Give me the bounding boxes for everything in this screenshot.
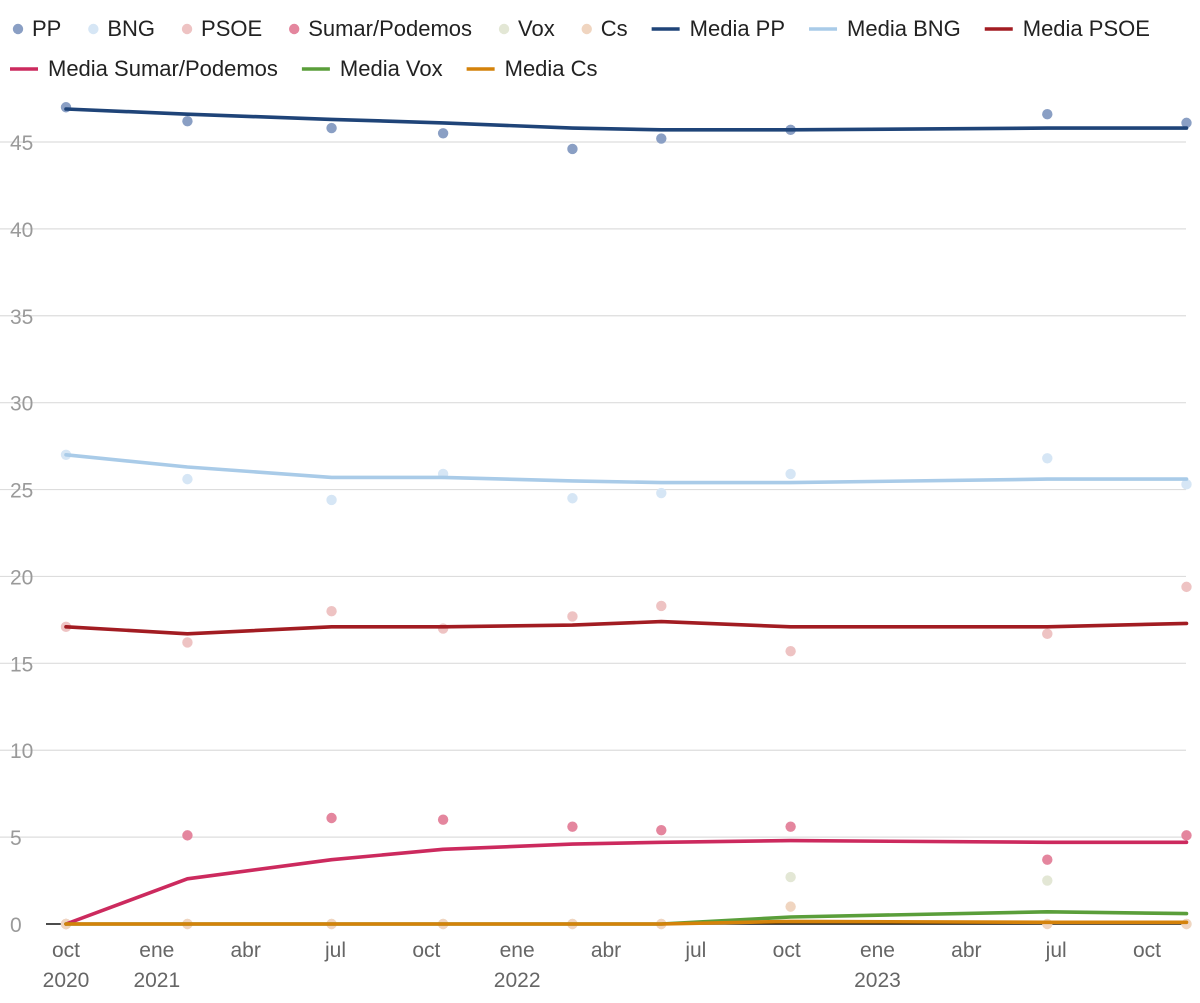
legend-item-pp[interactable]: PP [12, 16, 62, 41]
line-media-pp [64, 107, 1189, 132]
legend-item-psoe[interactable]: PSOE [181, 16, 262, 41]
x-tick-label: abr [951, 939, 981, 962]
line-media-psoe [64, 619, 1189, 636]
x-tick-year-label: 2022 [494, 969, 541, 992]
point-sumar-podemos [326, 812, 337, 824]
x-tick-label: ene [860, 939, 895, 962]
point-psoe [567, 611, 578, 622]
x-tick-label: jul [324, 939, 346, 962]
legend-label: PP [32, 16, 61, 41]
point-cs [785, 901, 796, 912]
line-media-sumar-podemos [64, 838, 1189, 926]
y-tick-label: 40 [10, 219, 33, 242]
x-tick-label: jul [684, 939, 706, 962]
legend-label: BNG [107, 16, 155, 41]
legend-label: Sumar/Podemos [308, 16, 472, 41]
point-sumar-podemos [1042, 854, 1053, 865]
y-tick-label: 20 [10, 566, 33, 589]
point-bng [656, 487, 667, 499]
legend-label: Cs [601, 16, 628, 41]
legend-label: Media Vox [340, 56, 443, 81]
legend-label: PSOE [201, 16, 262, 41]
legend-item-sumar-podemos[interactable]: Sumar/Podemos [288, 16, 472, 41]
y-tick-label: 5 [10, 827, 22, 850]
y-tick-label: 30 [10, 393, 33, 416]
x-tick-label: oct [773, 939, 801, 962]
y-tick-label: 15 [10, 653, 33, 676]
point-sumar-podemos [656, 824, 667, 836]
x-tick-label: ene [500, 939, 535, 962]
y-tick-label: 10 [10, 740, 33, 763]
x-tick-year-label: 2020 [43, 969, 90, 992]
poll-points [60, 102, 1192, 930]
point-psoe [1042, 628, 1053, 639]
x-tick-year-label: 2021 [133, 969, 180, 992]
point-sumar-podemos [785, 821, 796, 832]
legend-label: Vox [518, 16, 555, 41]
line-media-bng [64, 453, 1189, 485]
legend-item-media-vox[interactable]: Media Vox [301, 56, 443, 81]
point-pp [326, 122, 337, 134]
point-pp [437, 128, 449, 139]
y-tick-label: 45 [10, 132, 33, 155]
legend-item-media-pp[interactable]: Media PP [651, 16, 785, 41]
point-pp [1181, 117, 1192, 129]
x-axis-ticks: oct 2020 ene 2021 abr jul oct ene 2022 abr jul oct e… [43, 939, 1162, 992]
y-tick-label: 25 [10, 480, 33, 503]
legend-label: Media BNG [847, 16, 961, 41]
x-tick-label: oct [412, 939, 440, 962]
x-tick-label: jul [1045, 939, 1067, 962]
point-sumar-podemos [437, 814, 449, 825]
y-axis-ticks: 0 5 10 15 20 25 30 35 40 45 [10, 132, 33, 937]
chart-legend: PP BNG PSOE Sumar/Podemos Vox Cs Media PP Media… [10, 16, 1150, 81]
point-pp [182, 115, 193, 127]
legend-item-cs[interactable]: Cs [581, 16, 628, 41]
grid-lines [0, 141, 1186, 925]
average-lines [64, 107, 1189, 926]
point-vox [1042, 875, 1053, 886]
point-sumar-podemos [567, 821, 578, 832]
point-psoe [182, 637, 193, 648]
legend-item-bng[interactable]: BNG [88, 16, 155, 41]
y-tick-label: 35 [10, 306, 33, 329]
x-tick-label: oct [1133, 939, 1161, 962]
y-tick-label: 0 [10, 914, 22, 937]
point-psoe [326, 606, 337, 617]
x-tick-label: abr [591, 939, 621, 962]
point-psoe [656, 600, 667, 612]
point-pp [656, 133, 667, 144]
point-vox [785, 871, 796, 883]
point-bng [182, 473, 193, 485]
legend-item-vox[interactable]: Vox [498, 16, 555, 41]
legend-label: Media PSOE [1023, 16, 1150, 41]
x-tick-year-label: 2023 [854, 969, 901, 992]
legend-item-media-sumar-podemos[interactable]: Media Sumar/Podemos [10, 56, 278, 81]
legend-label: Media Sumar/Podemos [48, 56, 278, 81]
x-tick-label: ene [139, 939, 174, 962]
point-bng [1181, 479, 1192, 490]
point-sumar-podemos [1181, 830, 1192, 841]
point-bng [326, 494, 337, 506]
line-media-cs [64, 919, 1189, 926]
point-sumar-podemos [182, 830, 193, 841]
point-pp [1042, 108, 1053, 120]
x-tick-label: oct [52, 939, 80, 962]
point-bng [567, 493, 578, 504]
point-pp [567, 143, 578, 155]
legend-label: Media PP [690, 16, 785, 41]
point-bng [785, 468, 796, 480]
legend-item-media-psoe[interactable]: Media PSOE [984, 16, 1150, 41]
point-psoe [785, 645, 796, 657]
legend-item-media-cs[interactable]: Media Cs [466, 56, 598, 81]
x-tick-label: abr [230, 939, 260, 962]
legend-item-media-bng[interactable]: Media BNG [809, 16, 961, 41]
legend-label: Media Cs [505, 56, 598, 81]
point-bng [1042, 453, 1053, 464]
point-psoe [1181, 581, 1192, 593]
